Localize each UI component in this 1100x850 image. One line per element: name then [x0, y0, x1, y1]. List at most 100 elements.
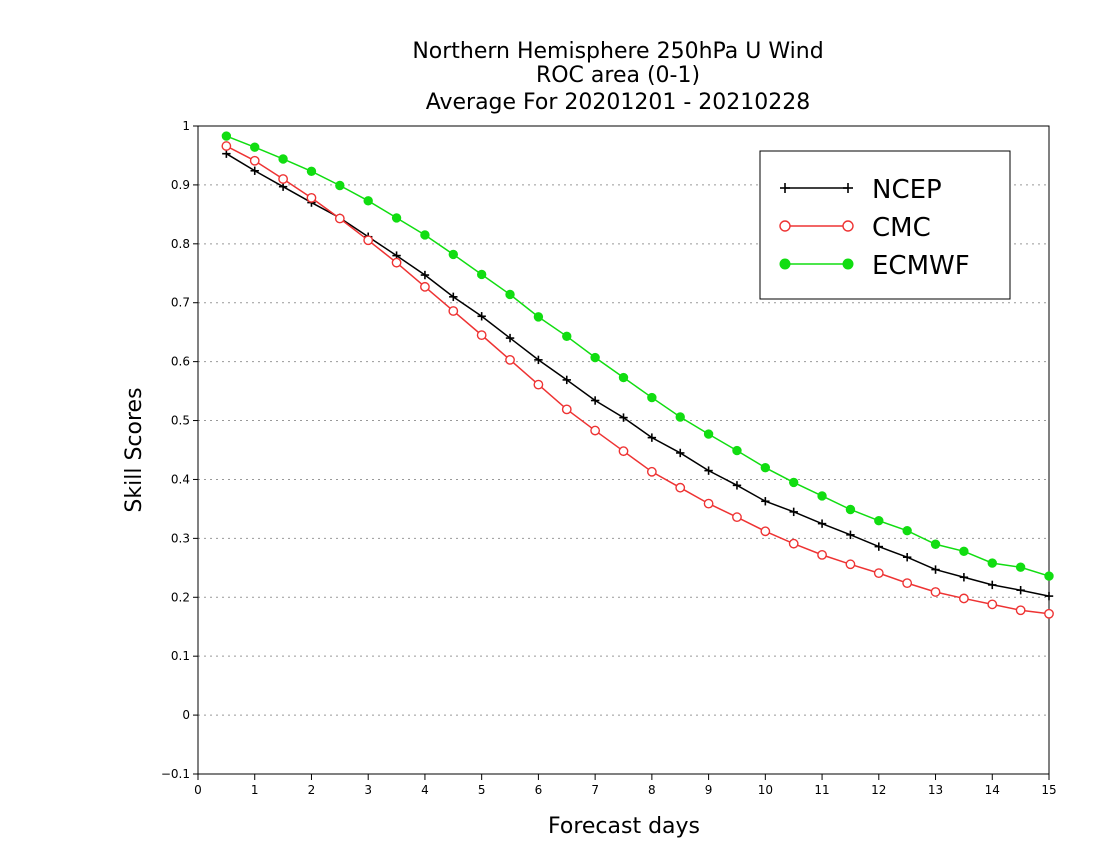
y-tick-label: 0.2	[171, 590, 190, 604]
x-tick-label: 9	[705, 783, 713, 797]
series-point	[780, 183, 790, 193]
series-point	[703, 498, 714, 509]
series-point	[931, 565, 940, 574]
x-tick-label: 15	[1041, 783, 1056, 797]
x-axis: 0 1 2 3 4 5 6 7 8 9 10 11 12 13 14 15	[194, 774, 1057, 797]
series-point	[448, 249, 458, 260]
series-point	[590, 425, 601, 436]
series-point	[1015, 605, 1026, 616]
series-point	[448, 306, 459, 316]
legend-item-ncep: NCEP	[780, 175, 942, 205]
series-point	[789, 507, 798, 517]
title-line-1: Northern Hemisphere 250hPa U Wind	[412, 39, 823, 64]
legend-label-ecmwf: ECMWF	[872, 251, 970, 281]
series-point	[250, 166, 259, 175]
series-point	[779, 258, 791, 270]
series-point	[1016, 586, 1025, 595]
series-point	[1044, 571, 1054, 581]
legend-label-cmc: CMC	[872, 213, 931, 243]
y-tick-label: −0.1	[161, 767, 190, 781]
series-point	[779, 220, 791, 232]
series-point	[846, 530, 855, 540]
series-line-ncep	[225, 153, 1050, 597]
series-line-cmc	[226, 145, 1050, 615]
series-point	[845, 504, 856, 515]
series-point	[732, 445, 742, 456]
series-point	[874, 542, 883, 551]
x-tick-label: 14	[985, 783, 1000, 797]
y-tick-label: 0.9	[171, 178, 190, 192]
series-point	[477, 312, 486, 321]
series-point	[249, 155, 260, 166]
series-point	[590, 352, 600, 363]
series-point	[959, 573, 969, 582]
series-point	[761, 497, 770, 506]
x-tick-label: 10	[758, 783, 773, 797]
series-point	[987, 558, 997, 568]
y-tick-label: 0.6	[171, 355, 190, 369]
series-point	[788, 538, 799, 549]
series-point	[420, 230, 430, 240]
series-point	[647, 392, 657, 403]
series-cmc	[221, 141, 1054, 619]
series-point	[250, 142, 260, 152]
y-tick-label: 0	[182, 708, 190, 722]
series-point	[1044, 591, 1054, 601]
series-point	[817, 519, 827, 528]
series-point	[562, 375, 571, 385]
x-tick-label: 4	[421, 783, 429, 797]
series-point	[363, 235, 374, 246]
y-tick-label: 0.1	[171, 649, 190, 663]
legend-box	[759, 150, 1011, 300]
series-point	[874, 515, 884, 526]
y-axis: −0.1 0 0.1 0.2 0.3 0.4 0.5 0.6 0.7 0.8 0.9 1	[161, 119, 198, 781]
x-tick-label: 2	[308, 783, 316, 797]
series-point	[760, 526, 771, 537]
series-point	[930, 539, 941, 549]
series-point	[306, 192, 317, 203]
series-point	[505, 333, 515, 343]
series-point	[476, 269, 487, 280]
y-tick-label: 0.5	[171, 414, 190, 428]
series-point	[618, 372, 629, 383]
series-point	[902, 578, 913, 589]
series-point	[363, 196, 373, 206]
series-point	[817, 549, 827, 560]
series-point	[306, 166, 317, 177]
x-axis-label: Forecast days	[548, 814, 700, 839]
title-line-3: Average For 20201201 - 20210228	[426, 90, 811, 115]
series-point	[873, 568, 884, 579]
series-point	[391, 257, 402, 268]
series-point	[278, 174, 288, 184]
series-point	[278, 154, 288, 164]
series-point	[732, 512, 742, 523]
x-tick-label: 3	[364, 783, 372, 797]
y-tick-label: 1	[182, 119, 190, 133]
series-point	[732, 481, 742, 490]
series-point	[619, 413, 628, 422]
series-point	[988, 580, 997, 590]
series-point	[902, 526, 912, 536]
series-point	[930, 587, 941, 597]
series-layer	[221, 131, 1054, 619]
y-axis-label: Skill Scores	[122, 387, 147, 512]
series-point	[675, 412, 685, 422]
series-point	[334, 213, 345, 224]
series-point	[335, 180, 345, 191]
series-point	[391, 213, 402, 223]
series-point	[817, 491, 827, 501]
series-point	[420, 270, 430, 280]
series-point	[959, 546, 969, 557]
series-point	[703, 429, 714, 439]
y-tick-label: 0.4	[171, 472, 190, 486]
series-point	[618, 446, 629, 457]
x-tick-label: 7	[591, 783, 599, 797]
x-tick-label: 12	[871, 783, 886, 797]
series-point	[505, 289, 515, 300]
series-point	[843, 183, 853, 193]
series-point	[789, 477, 799, 488]
series-point	[533, 379, 544, 390]
legend: NCEP CMC ECMWF	[759, 150, 1011, 300]
series-point	[562, 331, 572, 342]
series-point	[676, 448, 685, 458]
